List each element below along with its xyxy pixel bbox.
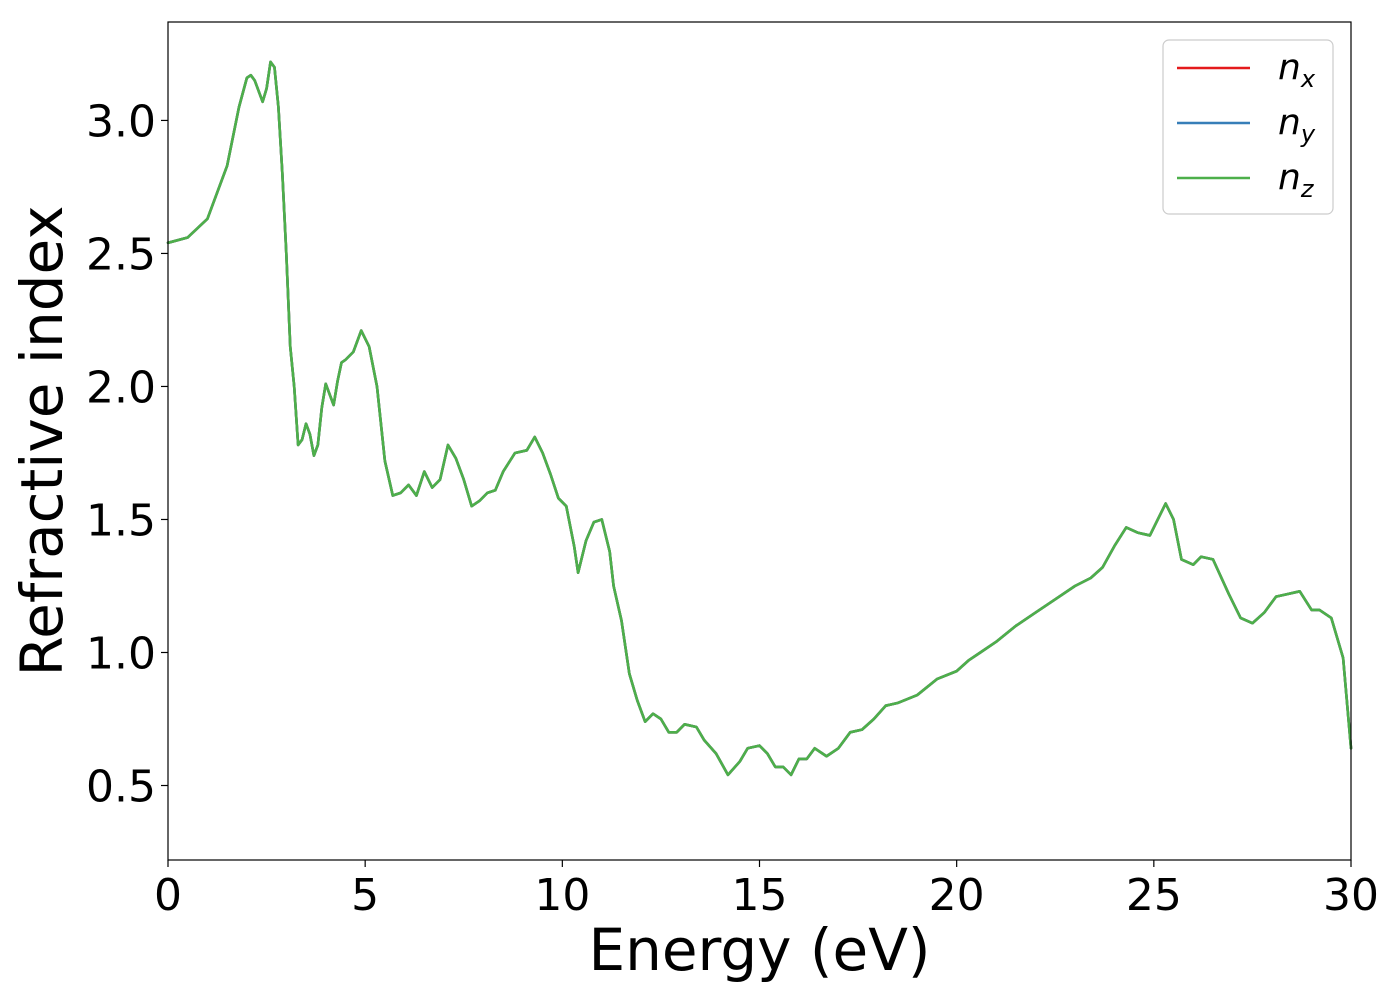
legend-symbol: n [1278, 102, 1301, 143]
x-tick-label: 0 [154, 870, 182, 921]
x-axis-ticks: 0 5 10 15 20 25 30 [154, 860, 1379, 921]
x-tick-label: 20 [929, 870, 985, 921]
legend-label-z: nz [1278, 157, 1315, 203]
y-axis-ticks: 0.5 1.0 1.5 2.0 2.5 3.0 [86, 96, 168, 813]
series-line-nz [166, 60, 1353, 777]
x-axis-label: Energy (eV) [588, 916, 930, 984]
x-tick-label: 25 [1126, 870, 1182, 921]
legend-subscript: y [1300, 120, 1316, 148]
legend-subscript: z [1300, 175, 1315, 203]
legend-symbol: n [1278, 157, 1301, 198]
legend-subscript: x [1300, 65, 1316, 93]
legend-box [1162, 39, 1334, 215]
x-tick-label: 15 [732, 870, 788, 921]
y-axis-label: Refractive index [8, 205, 76, 676]
legend-label-y: ny [1278, 102, 1316, 148]
legend-symbol: n [1278, 47, 1301, 88]
y-tick-label: 2.0 [86, 362, 156, 413]
y-tick-label: 0.5 [86, 762, 156, 813]
y-tick-label: 1.0 [86, 628, 156, 679]
x-tick-label: 5 [351, 870, 379, 921]
y-tick-label: 1.5 [86, 495, 156, 546]
x-tick-label: 30 [1323, 870, 1379, 921]
y-tick-label: 2.5 [86, 229, 156, 280]
legend-label-x: nx [1278, 47, 1316, 93]
series-layer [166, 60, 1353, 777]
y-tick-label: 3.0 [86, 96, 156, 147]
x-tick-label: 10 [534, 870, 590, 921]
